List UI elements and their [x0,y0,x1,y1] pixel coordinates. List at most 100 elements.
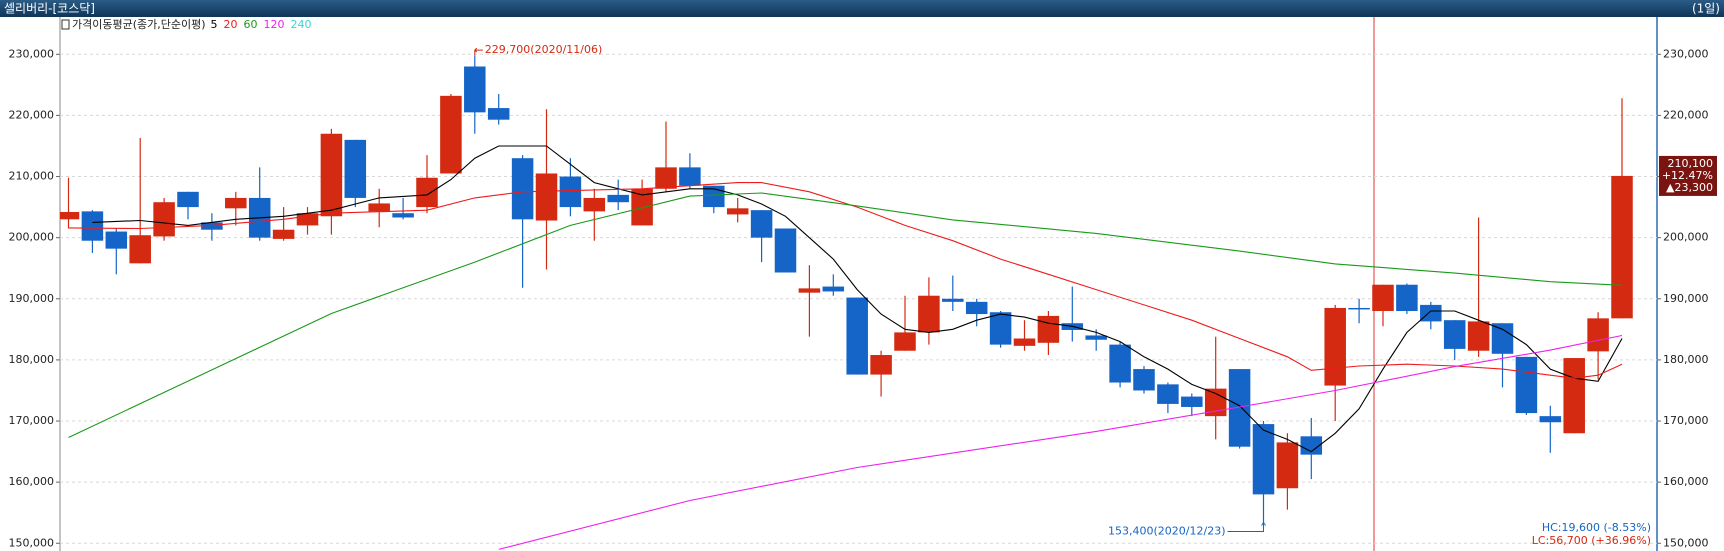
candle-body [679,167,701,186]
annotation: 153,400(2020/12/23) [1108,524,1225,537]
candle-body [201,222,223,230]
candle-body [703,185,725,208]
candle-body [1348,307,1370,310]
y-tick-label: 170,000 [9,414,55,427]
period: (1일) [1692,2,1720,16]
price-badge [1659,155,1717,196]
y-tick-label: 200,000 [9,231,55,244]
y-tick-label: 210,000 [9,170,55,183]
annotation: 229,700(2020/11/06) [485,43,602,56]
candle-body [1276,442,1299,489]
candle-body [1372,284,1394,312]
range-info-lc: LC:56,700 (+36.96%) [1532,534,1651,547]
badge-change: ▲23,300 [1666,181,1713,194]
plot-area [60,56,1633,550]
candle-body [631,188,653,226]
y-tick-label: 200,000 [1663,231,1709,244]
candle-body [1396,284,1418,312]
badge-change-pct: +12.47% [1662,169,1713,182]
candle-body [583,197,606,212]
candle-body [1109,344,1131,383]
candle-body [1515,356,1538,414]
y-tick-label: 180,000 [9,353,55,366]
candle-body [296,213,319,226]
candle-body [392,213,414,218]
candle-body [989,312,1012,345]
candle-body [726,208,749,215]
legend-entry: 5 [211,18,218,31]
candle-body [105,231,128,249]
candle-body [1204,388,1227,417]
chart-title: 셀리버리-[코스닥] [4,2,95,16]
y-tick-label: 170,000 [1663,414,1709,427]
candle-body [1300,436,1323,455]
legend-icon [61,19,70,30]
candle-body [1420,304,1442,322]
candle-body [822,286,845,292]
candle-body [1491,323,1514,354]
candle-body [177,191,199,208]
moving-average [498,334,1623,550]
legend-title: 가격이동평균(종가,단순이평) [72,18,206,31]
y-tick-label: 230,000 [9,47,55,60]
candle-body [487,108,510,120]
candle-body [1085,335,1107,340]
candle-body [1443,320,1466,349]
candle-body [1324,307,1346,386]
y-tick-label: 160,000 [1663,475,1709,488]
legend-entry: 120 [264,18,285,31]
candle-body [440,95,462,174]
legend-entry: 240 [291,18,312,31]
candle-body [918,295,940,333]
candle-body [965,301,988,315]
moving-average [68,182,1623,379]
candle-body [1133,369,1155,391]
y-tick-label: 150,000 [1663,536,1709,549]
candle-body [511,158,534,220]
candle-body [464,66,486,113]
legend-entry: 20 [224,18,238,31]
y-tick-label: 160,000 [9,475,55,488]
candle-body [870,355,892,375]
candle-body [1037,315,1060,343]
range-info-hc: HC:19,600 (-8.53%) [1542,521,1651,534]
y-tick-label: 220,000 [9,108,55,121]
candle-body [1013,338,1036,346]
candle-body [559,176,582,208]
annotation-arrow [474,47,483,57]
candle-body [942,298,964,302]
candle-body [774,228,797,273]
moving-average [92,145,1623,453]
candle-body [1587,318,1609,352]
legend: 가격이동평균(종가,단순이평) 5 20 60 120 240 [61,18,312,31]
candle-body [1611,175,1633,319]
annotation-arrow [1227,521,1266,532]
candle-body [1157,384,1179,404]
candle-body [1539,416,1562,423]
candle-body [894,332,916,351]
candle-body [655,167,677,189]
candle-body [272,229,295,239]
candle-body [320,133,343,217]
candle-body [60,211,80,220]
candle-body [1228,369,1251,447]
candle-body [368,203,390,212]
title-bar [0,0,1724,17]
candle-body [1181,396,1203,407]
candle-body [535,173,558,221]
candle-body [416,177,438,208]
candle-body [750,210,773,238]
candle-body [607,194,629,203]
candle-body [225,197,247,209]
candle-body [846,297,868,375]
y-tick-label: 180,000 [1663,353,1709,366]
y-tick-label: 220,000 [1663,108,1709,121]
y-tick-label: 150,000 [9,536,55,549]
candle-body [153,202,175,237]
y-tick-label: 190,000 [1663,292,1709,305]
moving-average [68,192,1623,438]
candle-body [1252,424,1275,495]
badge-price: 210,100 [1668,157,1714,170]
